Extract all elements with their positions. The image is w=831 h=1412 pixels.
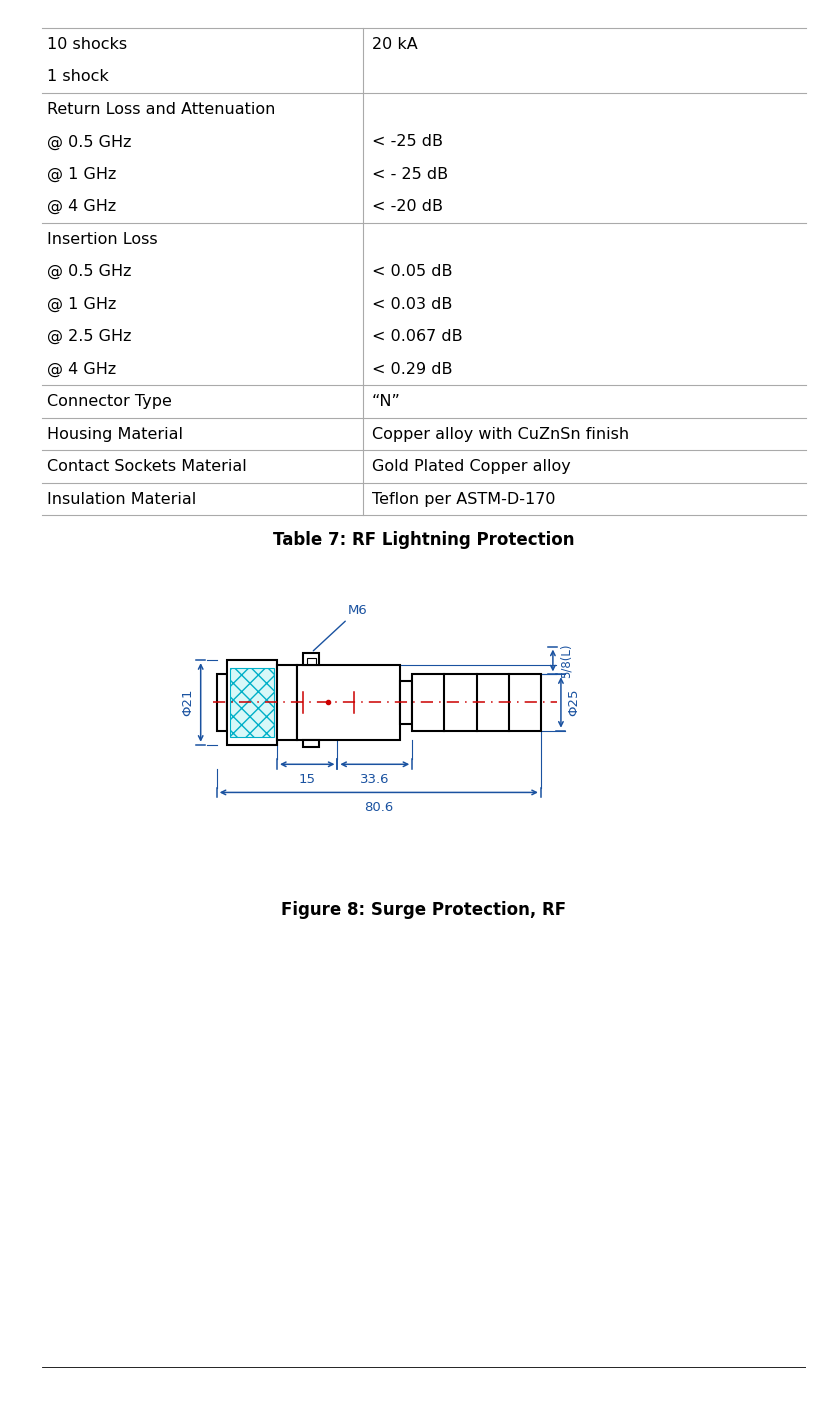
Text: Φ25: Φ25 [568,689,581,716]
Text: @ 1 GHz: @ 1 GHz [47,297,116,312]
Text: Housing Material: Housing Material [47,426,183,442]
Text: 80.6: 80.6 [364,801,393,813]
Text: @ 4 GHz: @ 4 GHz [47,361,116,377]
Text: 5/8(L): 5/8(L) [559,644,573,678]
Bar [297,665,400,740]
Bar [400,682,412,723]
Text: @ 0.5 GHz: @ 0.5 GHz [47,134,131,150]
Text: Teflon per ASTM-D-170: Teflon per ASTM-D-170 [371,491,555,507]
Text: Insertion Loss: Insertion Loss [47,232,158,247]
Bar [217,674,227,731]
Text: Table 7: RF Lightning Protection: Table 7: RF Lightning Protection [273,531,574,549]
Text: 1 shock: 1 shock [47,69,109,85]
Text: @ 0.5 GHz: @ 0.5 GHz [47,264,131,280]
Text: M6: M6 [313,603,367,651]
Bar [303,652,319,665]
Text: @ 2.5 GHz: @ 2.5 GHz [47,329,131,345]
Text: 20 kA: 20 kA [371,37,417,52]
Text: Copper alloy with CuZnSn finish: Copper alloy with CuZnSn finish [371,426,629,442]
Text: @ 1 GHz: @ 1 GHz [47,167,116,182]
Bar [277,665,297,740]
Text: Insulation Material: Insulation Material [47,491,196,507]
Text: < - 25 dB: < - 25 dB [371,167,448,182]
Text: Return Loss and Attenuation: Return Loss and Attenuation [47,102,275,117]
Bar [230,668,274,737]
Text: Contact Sockets Material: Contact Sockets Material [47,459,247,474]
Text: 10 shocks: 10 shocks [47,37,127,52]
Text: < 0.067 dB: < 0.067 dB [371,329,462,345]
Text: Φ21: Φ21 [181,689,194,716]
Bar [227,661,277,744]
Text: < 0.29 dB: < 0.29 dB [371,361,452,377]
Bar [303,740,319,747]
Text: Figure 8: Surge Protection, RF: Figure 8: Surge Protection, RF [281,901,567,919]
Bar [307,658,316,664]
Text: Connector Type: Connector Type [47,394,172,409]
Text: < 0.05 dB: < 0.05 dB [371,264,452,280]
Text: < 0.03 dB: < 0.03 dB [371,297,452,312]
Text: @ 4 GHz: @ 4 GHz [47,199,116,215]
Text: < -20 dB: < -20 dB [371,199,443,215]
Bar [412,675,541,730]
Text: “N”: “N” [371,394,401,409]
Text: Gold Plated Copper alloy: Gold Plated Copper alloy [371,459,571,474]
Text: 15: 15 [298,772,316,785]
Text: 33.6: 33.6 [360,772,390,785]
Text: < -25 dB: < -25 dB [371,134,443,150]
